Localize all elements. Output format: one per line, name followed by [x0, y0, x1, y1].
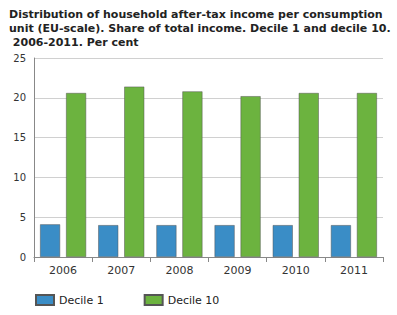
svg-text:Distribution of household afte: Distribution of household after-tax inco… [9, 8, 387, 21]
svg-text:20: 20 [13, 92, 26, 103]
svg-text:Decile 1: Decile 1 [59, 294, 104, 307]
svg-text:25: 25 [13, 53, 26, 64]
svg-text:2009: 2009 [224, 264, 252, 277]
svg-text:unit (EU-scale). Share of tota: unit (EU-scale). Share of total income. … [9, 22, 391, 35]
svg-text:2006-2011. Per cent: 2006-2011. Per cent [9, 36, 138, 49]
svg-text:0: 0 [20, 252, 26, 263]
svg-text:2011: 2011 [340, 264, 368, 277]
svg-text:2007: 2007 [107, 264, 135, 277]
svg-text:Decile 10: Decile 10 [168, 294, 220, 307]
svg-text:2010: 2010 [282, 264, 310, 277]
svg-text:5: 5 [20, 212, 26, 223]
svg-text:2008: 2008 [165, 264, 193, 277]
svg-text:15: 15 [13, 132, 26, 143]
svg-text:2006: 2006 [49, 264, 77, 277]
svg-text:10: 10 [13, 172, 26, 183]
